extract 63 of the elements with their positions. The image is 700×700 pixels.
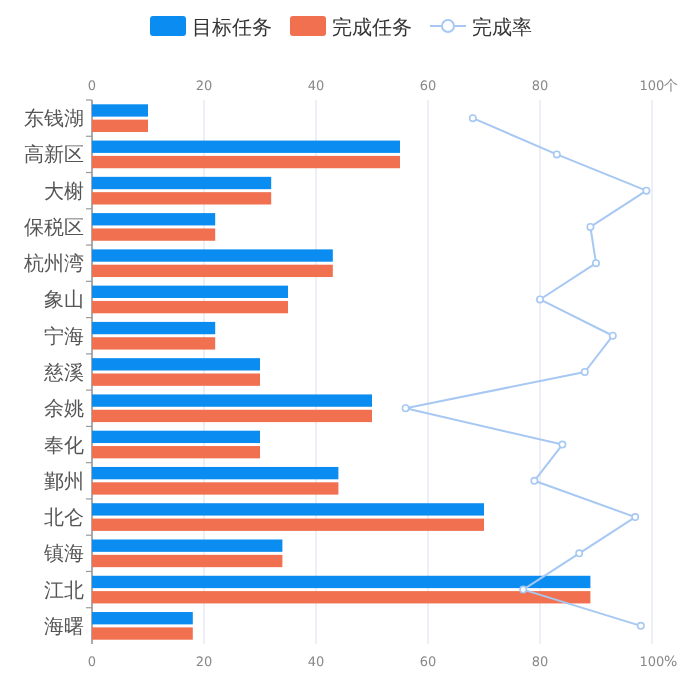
bar: [92, 337, 216, 350]
y-tick-label: 杭州湾: [22, 252, 84, 277]
bar: [92, 176, 272, 190]
y-tick-label: 镇海: [42, 542, 84, 567]
bar: [92, 264, 333, 278]
bar: [92, 155, 400, 169]
point: [519, 585, 528, 594]
y-tick-label: 江北: [44, 578, 84, 603]
bar: [92, 300, 288, 314]
point: [592, 259, 600, 268]
point: [636, 621, 645, 630]
bar: [92, 192, 272, 205]
point: [586, 222, 595, 231]
bar: [92, 140, 400, 153]
bar: [92, 321, 216, 335]
legend-label: 完成任务: [332, 16, 412, 40]
y-tick-label: 鄞州: [44, 469, 84, 494]
point: [536, 295, 544, 304]
y-tick-label: 高新区: [24, 143, 84, 168]
bar: [92, 409, 372, 423]
legend-label: 完成率: [472, 16, 532, 40]
bar: [92, 228, 216, 241]
point: [468, 114, 477, 123]
bar: [92, 104, 148, 117]
point: [530, 476, 539, 485]
y-tick-label: 奉化: [44, 433, 84, 458]
y-tick-label: 慈溪: [42, 361, 84, 385]
bar: [92, 503, 484, 516]
point: [631, 513, 640, 522]
bar: [92, 518, 484, 531]
bar: [92, 446, 260, 459]
bar: [92, 358, 260, 371]
y-tick-label: 保税区: [24, 215, 84, 240]
bar: [92, 482, 339, 495]
bar: [92, 591, 591, 604]
bar: [92, 430, 260, 444]
bar: [92, 466, 339, 480]
bar: [92, 373, 260, 386]
point: [575, 549, 584, 558]
bar: [92, 612, 193, 625]
legend-label: 目标任务: [192, 16, 272, 40]
point: [558, 440, 567, 449]
bar: [92, 394, 372, 407]
y-tick-label: 象山: [44, 288, 84, 313]
bar: [92, 539, 283, 552]
point: [642, 186, 651, 195]
bar: [92, 627, 193, 640]
point: [580, 368, 589, 376]
point: [401, 404, 410, 413]
bar: [92, 575, 591, 589]
y-tick-label: 大榭: [44, 179, 84, 204]
point: [608, 331, 617, 340]
point: [552, 150, 561, 159]
y-tick-label: 余姚: [44, 397, 84, 422]
bar: [92, 119, 148, 132]
y-tick-label: 东钱湖: [24, 107, 84, 132]
bar: [92, 213, 216, 226]
y-tick-label: 宁海: [44, 324, 84, 349]
bar: [92, 249, 333, 262]
bar: [92, 554, 283, 568]
y-tick-label: 海曙: [44, 614, 84, 639]
y-tick-label: 北仑: [44, 506, 84, 531]
bar: [92, 285, 288, 298]
